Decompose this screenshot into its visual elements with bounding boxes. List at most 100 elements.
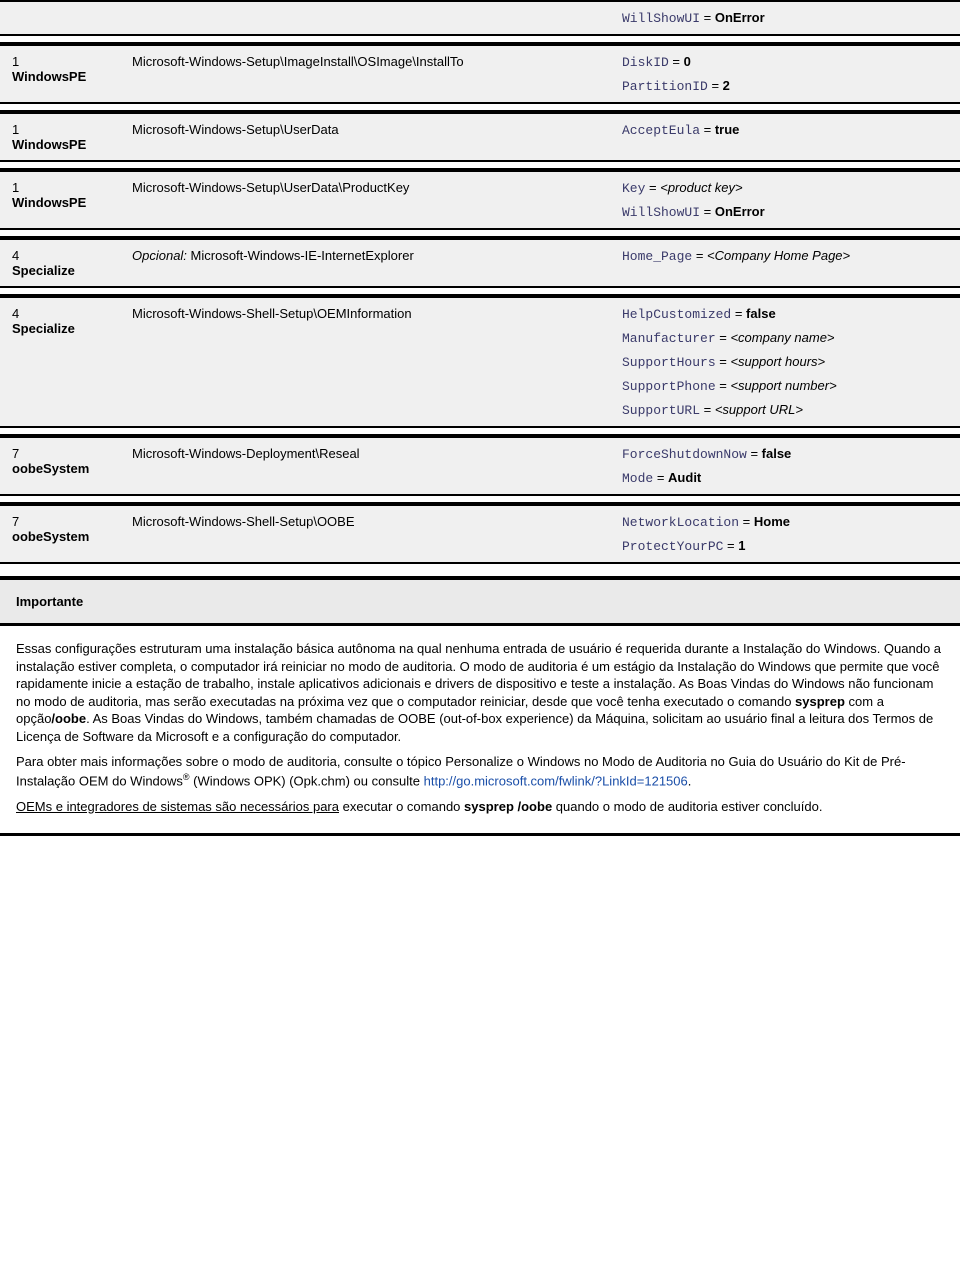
setting-val: <support hours>: [730, 354, 825, 369]
pass-col: 4Specialize: [12, 248, 132, 278]
component-path: Microsoft-Windows-Shell-Setup\OEMInforma…: [132, 306, 412, 321]
setting-key: NetworkLocation: [622, 515, 739, 530]
pass-col: 7oobeSystem: [12, 446, 132, 476]
text: . As Boas Vindas do Windows, também cham…: [16, 711, 933, 744]
paragraph-3: OEMs e integradores de sistemas são nece…: [16, 798, 944, 816]
setting-eq: =: [692, 248, 707, 263]
setting-eq: =: [653, 470, 668, 485]
setting-eq: =: [739, 514, 754, 529]
registered-symbol: ®: [183, 772, 190, 782]
pass-name: Specialize: [12, 263, 75, 278]
setting-line: Manufacturer = <company name>: [622, 330, 944, 346]
setting-eq: =: [716, 378, 731, 393]
pass-name: WindowsPE: [12, 137, 86, 152]
setting-val: <product key>: [660, 180, 742, 195]
paragraph-2: Para obter mais informações sobre o modo…: [16, 753, 944, 789]
settings-col: NetworkLocation = Home ProtectYourPC = 1: [622, 514, 948, 554]
setting-key: SupportURL: [622, 403, 700, 418]
component-prefix: Opcional:: [132, 248, 191, 263]
config-row: 1WindowsPEMicrosoft-Windows-Setup\UserDa…: [0, 168, 960, 230]
component-path: Microsoft-Windows-Setup\UserData: [132, 122, 339, 137]
setting-val: 1: [738, 538, 745, 553]
component-col: Microsoft-Windows-Setup\UserData: [132, 122, 622, 137]
pass-col: 1WindowsPE: [12, 54, 132, 84]
pass-number: 1: [12, 122, 124, 137]
config-row: 1WindowsPEMicrosoft-Windows-Setup\ImageI…: [0, 42, 960, 104]
component-col: Microsoft-Windows-Setup\ImageInstall\OSI…: [132, 54, 622, 69]
text-bold: /oobe: [51, 711, 86, 726]
text: .: [688, 773, 692, 788]
setting-eq: =: [700, 204, 715, 219]
setting-line: Key = <product key>: [622, 180, 944, 196]
setting-key: SupportHours: [622, 355, 716, 370]
settings-col: ForceShutdownNow = false Mode = Audit: [622, 446, 948, 486]
text-underline: OEMs e integradores de sistemas são nece…: [16, 799, 339, 814]
setting-key: ProtectYourPC: [622, 539, 723, 554]
setting-eq: =: [700, 402, 715, 417]
setting-key: ForceShutdownNow: [622, 447, 747, 462]
settings-col: WillShowUI = OnError: [622, 10, 948, 26]
setting-line: ForceShutdownNow = false: [622, 446, 944, 462]
pass-col: 7oobeSystem: [12, 514, 132, 544]
setting-key: HelpCustomized: [622, 307, 731, 322]
setting-val: false: [746, 306, 776, 321]
setting-eq: =: [645, 180, 660, 195]
pass-name: WindowsPE: [12, 195, 86, 210]
text: quando o modo de auditoria estiver concl…: [552, 799, 822, 814]
text-bold: sysprep /oobe: [464, 799, 552, 814]
config-row-0: WillShowUI = OnError: [0, 0, 960, 36]
component-col: Microsoft-Windows-Setup\UserData\Product…: [132, 180, 622, 195]
component-path: Microsoft-Windows-IE-InternetExplorer: [191, 248, 414, 263]
component-path: Microsoft-Windows-Deployment\Reseal: [132, 446, 360, 461]
setting-eq: =: [716, 330, 731, 345]
setting-val: <support URL>: [715, 402, 803, 417]
setting-line: AcceptEula = true: [622, 122, 944, 138]
setting-val: <support number>: [730, 378, 836, 393]
config-row: 7oobeSystemMicrosoft-Windows-Deployment\…: [0, 434, 960, 496]
text: (Windows OPK) (Opk.chm) ou consulte: [190, 773, 424, 788]
pass-name: Specialize: [12, 321, 75, 336]
setting-line: HelpCustomized = false: [622, 306, 944, 322]
pass-name: oobeSystem: [12, 529, 89, 544]
setting-line: PartitionID = 2: [622, 78, 944, 94]
setting-line: ProtectYourPC = 1: [622, 538, 944, 554]
setting-eq: =: [700, 122, 715, 137]
settings-col: HelpCustomized = false Manufacturer = <co…: [622, 306, 948, 418]
setting-key: Mode: [622, 471, 653, 486]
setting-line: SupportPhone = <support number>: [622, 378, 944, 394]
settings-col: DiskID = 0PartitionID = 2: [622, 54, 948, 94]
setting-key: WillShowUI: [622, 11, 700, 26]
setting-line: SupportURL = <support URL>: [622, 402, 944, 418]
setting-line: SupportHours = <support hours>: [622, 354, 944, 370]
setting-line: NetworkLocation = Home: [622, 514, 944, 530]
paragraph-1: Essas configurações estruturam uma insta…: [16, 640, 944, 745]
text: executar o comando: [339, 799, 464, 814]
setting-eq: =: [731, 306, 746, 321]
setting-val: Home: [754, 514, 790, 529]
config-row: 7oobeSystemMicrosoft-Windows-Shell-Setup…: [0, 502, 960, 564]
setting-line: Home_Page = <Company Home Page>: [622, 248, 944, 264]
setting-val: <company name>: [730, 330, 834, 345]
setting-val: 0: [684, 54, 691, 69]
pass-col: 1WindowsPE: [12, 122, 132, 152]
setting-val: Audit: [668, 470, 701, 485]
pass-number: 7: [12, 514, 124, 529]
pass-number: 4: [12, 306, 124, 321]
pass-name: oobeSystem: [12, 461, 89, 476]
setting-key: DiskID: [622, 55, 669, 70]
text-bold: sysprep: [795, 694, 845, 709]
setting-val: <Company Home Page>: [707, 248, 850, 263]
body-text: Essas configurações estruturam uma insta…: [0, 626, 960, 836]
component-col: Microsoft-Windows-Shell-Setup\OOBE: [132, 514, 622, 529]
setting-line: WillShowUI = OnError: [622, 10, 944, 26]
pass-col: 4Specialize: [12, 306, 132, 336]
setting-eq: =: [716, 354, 731, 369]
pass-number: 1: [12, 54, 124, 69]
component-path: Microsoft-Windows-Setup\ImageInstall\OSI…: [132, 54, 464, 69]
setting-val: OnError: [715, 10, 765, 25]
setting-line: WillShowUI = OnError: [622, 204, 944, 220]
important-heading: Importante: [0, 576, 960, 626]
setting-key: Key: [622, 181, 645, 196]
reference-link[interactable]: http://go.microsoft.com/fwlink/?LinkId=1…: [424, 773, 688, 788]
component-col: Opcional: Microsoft-Windows-IE-InternetE…: [132, 248, 622, 263]
